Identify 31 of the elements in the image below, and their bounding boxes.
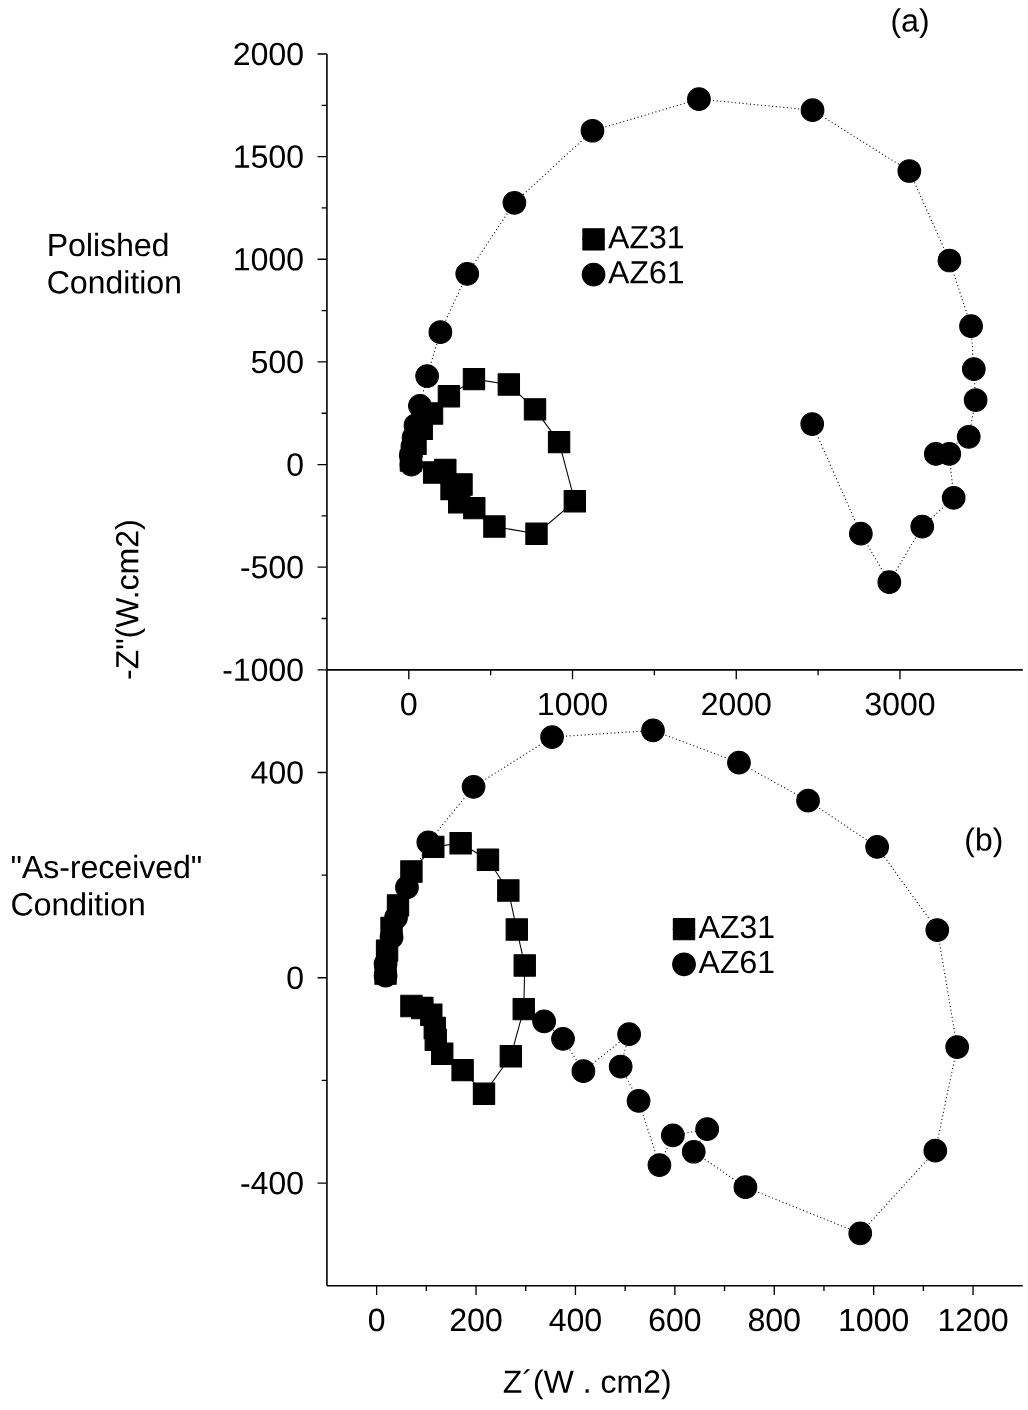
y-tick-label: -400: [241, 1171, 303, 1195]
x-tick-label: 1000: [840, 1308, 909, 1332]
y-axis-title: -Z"(W.cm2): [115, 521, 146, 679]
y-tick-label: 0: [287, 966, 303, 990]
text: "As-received" Condition: [12, 854, 201, 916]
y-tick-label: 500: [252, 350, 303, 374]
x-tick-label: 3000: [865, 692, 935, 716]
y-tick-label: 0: [287, 453, 303, 476]
legend-label: AZ31: [698, 915, 774, 939]
legend-label: AZ61: [608, 260, 684, 284]
x-tick-label: 0: [401, 692, 417, 716]
x-tick-label: 1000: [539, 692, 607, 716]
x-tick-label: 800: [749, 1308, 800, 1332]
y-tick-label: 2000: [234, 42, 303, 66]
y-tick-label: 400: [251, 761, 303, 784]
y-tick-label: 1500: [235, 145, 303, 168]
x-tick-label: 1200: [940, 1308, 1008, 1332]
text: Polished Condition: [48, 232, 180, 294]
text: (a): [892, 8, 928, 39]
y-tick-label: -500: [241, 555, 303, 579]
x-axis-title: Z´(W . cm2): [503, 1369, 670, 1400]
x-tick-label: 200: [451, 1308, 502, 1332]
x-tick-label: 400: [549, 1308, 601, 1332]
x-tick-label: 0: [369, 1308, 385, 1332]
x-tick-label: 600: [649, 1308, 701, 1332]
legend-label: AZ31: [608, 225, 684, 249]
legend-label: AZ61: [698, 950, 774, 974]
annotation: (b): [966, 827, 1002, 858]
x-tick-label: 2000: [702, 692, 771, 716]
y-tick-label: 1000: [235, 247, 303, 271]
y-tick-label: -1000: [223, 658, 303, 682]
